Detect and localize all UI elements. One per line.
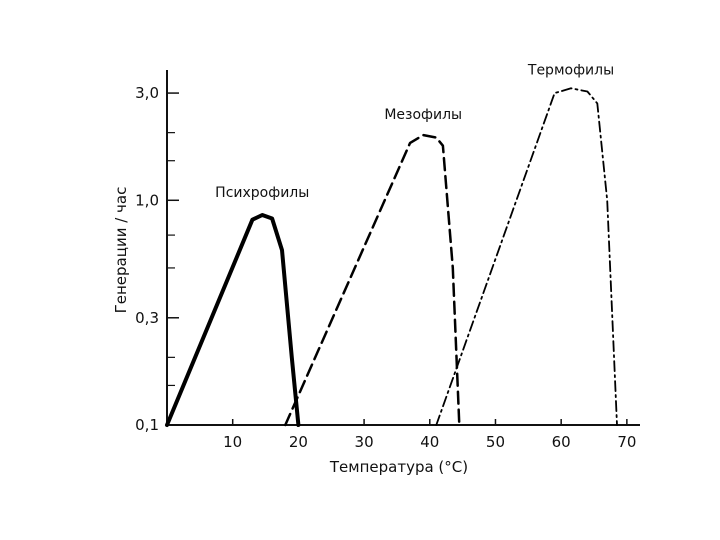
x-tick-label: 40 — [420, 433, 439, 451]
series-label-3: Термофилы — [527, 62, 614, 78]
series-line-1 — [165, 213, 301, 427]
series-line-2 — [284, 133, 461, 427]
series-label-1: Психрофилы — [215, 185, 309, 201]
series-label-2: Мезофилы — [384, 107, 462, 123]
axes — [166, 70, 640, 426]
x-tick-label: 30 — [355, 433, 374, 451]
x-tick-label: 10 — [223, 433, 242, 451]
x-tick-label: 50 — [486, 433, 505, 451]
series-line-3 — [435, 87, 618, 426]
y-tick-label: 0,1 — [135, 416, 159, 434]
x-tick-label: 70 — [617, 433, 636, 451]
y-tick-label: 1,0 — [135, 191, 159, 209]
series-labels: Психрофилы Мезофилы Термофилы — [215, 62, 614, 201]
series-lines — [165, 87, 618, 427]
y-tick-label: 3,0 — [135, 84, 159, 102]
x-tick-label: 20 — [289, 433, 308, 451]
y-axis-title: Генерации / час — [112, 187, 130, 314]
y-tick-label: 0,3 — [135, 309, 159, 327]
ticks: 10 20 30 40 50 60 70 0,1 0,3 1,0 3,0 — [135, 84, 636, 451]
x-tick-label: 60 — [552, 433, 571, 451]
x-axis-title: Температура (°С) — [329, 458, 468, 476]
